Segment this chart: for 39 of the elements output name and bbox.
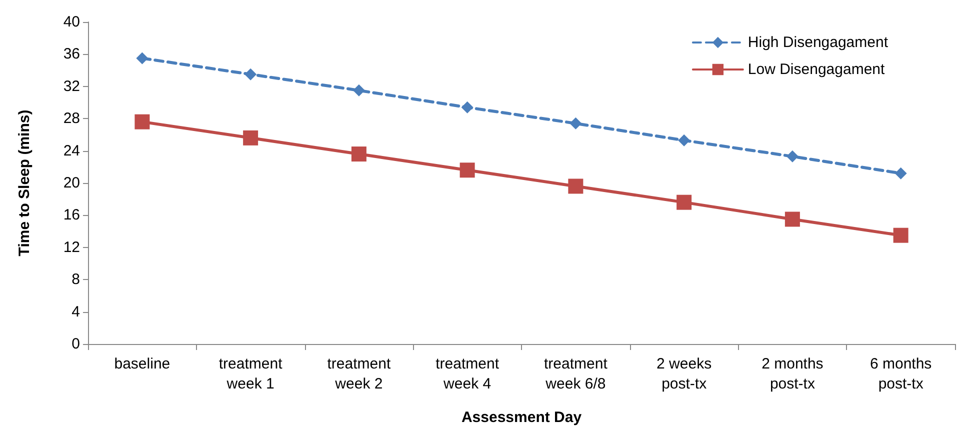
y-tick-label: 12 — [63, 238, 80, 256]
y-tick-label: 8 — [72, 271, 80, 288]
point — [893, 228, 908, 243]
legend-label: High Disengagament — [748, 34, 889, 51]
point — [784, 212, 800, 227]
y-tick-label: 24 — [63, 142, 80, 160]
y-tick-label: 20 — [63, 174, 80, 192]
x-tick-label: 6 months post-tx — [870, 356, 932, 392]
y-tick-label: 32 — [63, 78, 80, 95]
y-tick-label: 0 — [72, 336, 80, 352]
x-axis-title: Assessment Day — [461, 409, 582, 426]
point — [460, 162, 475, 178]
y-tick-label: 40 — [63, 14, 80, 30]
point — [352, 84, 365, 96]
x-tick-label: treatment week 2 — [327, 356, 392, 392]
point — [568, 178, 584, 194]
y-axis-title: Time to Sleep (mins) — [16, 110, 33, 256]
y-tick-label: 4 — [72, 303, 80, 320]
point — [676, 194, 692, 210]
point — [894, 167, 907, 180]
point — [786, 150, 798, 162]
x-tick-label: treatment week 6/8 — [544, 356, 608, 392]
y-tick-label: 28 — [63, 110, 80, 128]
x-tick-label: 2 months post-tx — [762, 356, 824, 392]
point — [136, 52, 148, 64]
point — [678, 134, 690, 146]
x-tick-label: baseline — [114, 356, 170, 372]
y-tick-label: 16 — [63, 206, 80, 224]
x-tick-label: 2 weeks post-tx — [656, 356, 712, 392]
legend-label: Low Disengagament — [748, 61, 886, 78]
point — [351, 146, 366, 162]
point — [243, 130, 258, 146]
point — [570, 117, 582, 130]
point — [134, 114, 150, 130]
y-tick-label: 36 — [63, 46, 80, 63]
x-tick-label: treatment week 1 — [218, 356, 284, 392]
point — [461, 101, 474, 114]
x-tick-label: treatment week 4 — [436, 356, 500, 392]
point — [244, 68, 257, 80]
